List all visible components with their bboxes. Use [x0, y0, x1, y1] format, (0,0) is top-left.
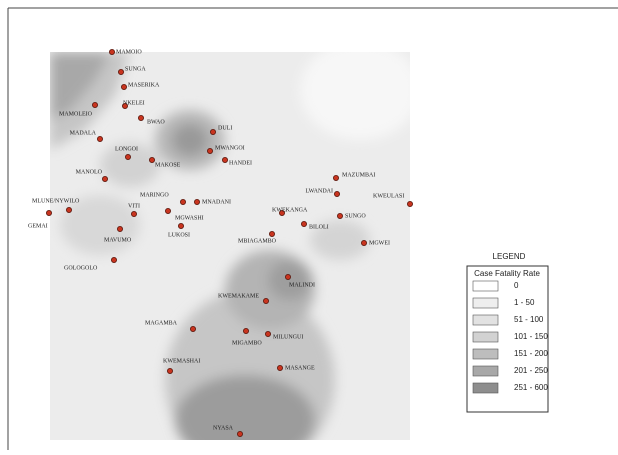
place-label: BWAO [147, 119, 165, 125]
place-label: LWANDAI [305, 188, 333, 194]
place-label: MASERIKA [128, 82, 160, 88]
legend-label: 101 - 150 [514, 332, 548, 341]
place-dot [193, 198, 200, 205]
legend: LEGEND Case Fatality Rate 0 1 - 50 51 - 10… [466, 252, 549, 413]
legend-label: 0 [514, 281, 519, 290]
place-label: MNADANI [202, 199, 231, 205]
place-dot [189, 325, 196, 332]
place-label: LUKOSI [168, 232, 190, 238]
place-dot [130, 210, 137, 217]
place-label: NYASA [213, 425, 234, 431]
place-label: VITI [128, 203, 140, 209]
place-dot [46, 209, 53, 216]
place-dot [206, 147, 213, 154]
legend-title: Case Fatality Rate [474, 269, 540, 278]
place-label: NKELEI [123, 100, 145, 106]
place-label: MILUNGUI [273, 334, 303, 340]
place-label: MADALA [70, 130, 97, 136]
place-dot [117, 225, 124, 232]
legend-swatch [472, 280, 499, 292]
place-dot [102, 175, 109, 182]
place-dot [221, 156, 228, 163]
place-dot [125, 153, 132, 160]
place-label: KWEMAKAME [218, 293, 259, 299]
place-label: GOLOGOLO [64, 265, 98, 271]
place-label: MGWEI [369, 240, 390, 246]
place-dot [179, 198, 186, 205]
legend-label: 1 - 50 [514, 298, 535, 307]
legend-swatch [472, 365, 499, 377]
place-label: SUNGO [345, 213, 366, 219]
legend-swatch [472, 331, 499, 343]
place-label: GEMAI [28, 223, 48, 229]
place-label: MAKOSE [155, 162, 181, 168]
place-label: MAVUMO [104, 237, 132, 243]
place-dot [333, 190, 340, 197]
place-dot [137, 115, 144, 122]
legend-swatch [472, 314, 499, 326]
legend-swatch [472, 297, 499, 309]
place-label: KWEKANGA [272, 207, 308, 213]
place-label: MGWASHI [175, 215, 204, 221]
place-dot [66, 206, 73, 213]
place-label: MAMOIO [116, 49, 142, 55]
place-dot [406, 200, 413, 207]
place-label: MASANGE [285, 365, 315, 371]
place-dot [278, 209, 285, 216]
place-label: LONGOI [115, 146, 138, 152]
place-dot [92, 102, 99, 109]
legend-label: 251 - 600 [514, 383, 548, 392]
place-label: MAGAMBA [145, 320, 178, 326]
place-label: KWEULASI [373, 193, 404, 199]
place-dot [164, 207, 171, 214]
place-dot [268, 230, 275, 237]
place-label: MLUNE/NYWILO [32, 198, 80, 204]
legend-heading: LEGEND [493, 252, 526, 261]
place-dot [332, 174, 339, 181]
place-dot [360, 239, 367, 246]
place-label: MIGAMBO [232, 340, 262, 346]
place-label: SUNGA [125, 66, 146, 72]
place-label: BILOLI [309, 224, 329, 230]
legend-label: 151 - 200 [514, 349, 548, 358]
place-dot [109, 49, 116, 56]
place-dot [336, 212, 343, 219]
surface [50, 52, 410, 440]
place-dot [166, 367, 173, 374]
legend-label: 51 - 100 [514, 315, 544, 324]
place-dot [276, 364, 283, 371]
place-label: DULI [218, 125, 232, 131]
legend-swatch [472, 382, 499, 394]
place-label: MALINDI [289, 282, 315, 288]
place-dot [284, 273, 291, 280]
place-label: MAZUMBAI [342, 172, 375, 178]
place-dot [262, 297, 269, 304]
place-dot [177, 222, 184, 229]
place-dot [148, 156, 155, 163]
place-label: MWANGOI [215, 145, 245, 151]
place-dot [97, 135, 104, 142]
place-dot [236, 430, 243, 437]
place-dot [209, 128, 216, 135]
place-label: MBIAGAMBO [238, 238, 277, 244]
place-dot [242, 327, 249, 334]
place-dot [122, 103, 129, 110]
legend-label: 201 - 250 [514, 366, 548, 375]
legend-swatch [472, 348, 499, 360]
place-dot [111, 256, 118, 263]
place-dot [300, 220, 307, 227]
place-dot [121, 84, 128, 91]
place-label: MANOLO [76, 169, 103, 175]
place-label: MAMOLEIO [59, 111, 93, 117]
place-label: KWEMASHAI [163, 358, 200, 364]
place-label: HANDEI [229, 160, 252, 166]
place-dot [264, 330, 271, 337]
place-dot [118, 69, 125, 76]
place-label: MARINGO [140, 192, 169, 198]
